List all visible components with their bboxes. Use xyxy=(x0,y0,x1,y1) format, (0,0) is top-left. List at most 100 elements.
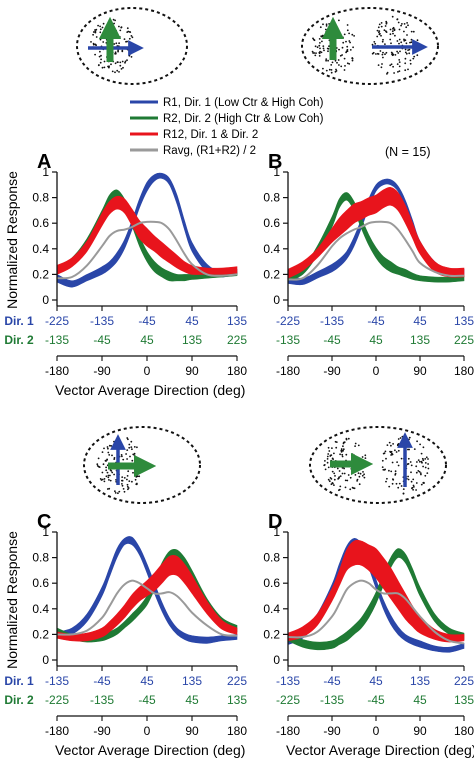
stimulus-dot xyxy=(319,47,321,50)
stimulus-dot xyxy=(345,437,348,440)
stimulus-dot xyxy=(389,38,392,41)
stimulus-dot xyxy=(391,461,394,464)
stimulus-dot xyxy=(112,446,115,449)
stimulus-dot xyxy=(336,467,339,470)
stimulus-dot xyxy=(97,64,100,67)
stimulus-dot xyxy=(391,15,394,18)
stimulus-dot xyxy=(136,446,138,449)
stimulus-dot xyxy=(420,483,423,486)
stimulus-dot xyxy=(389,450,391,453)
stimulus-dot xyxy=(123,38,126,40)
stimulus-dot xyxy=(399,50,401,53)
stimulus-dot xyxy=(314,54,317,57)
stimulus-dot xyxy=(397,438,400,440)
stimulus-dot xyxy=(364,457,367,459)
dir2-tick-label: 45 xyxy=(140,333,154,347)
y-tick-label: 0.2 xyxy=(263,627,280,641)
stimulus-dot xyxy=(328,450,331,452)
stimulus-dot xyxy=(410,38,413,41)
stimulus-dot xyxy=(343,57,346,60)
stimulus-dot xyxy=(113,473,115,476)
dir1-tick-label: 45 xyxy=(413,314,427,328)
dir2-tick-label: -135 xyxy=(90,693,114,707)
stimulus-dot xyxy=(117,437,120,440)
stimulus-dot xyxy=(416,54,419,57)
stimulus-dot xyxy=(133,452,136,455)
stimulus-dot xyxy=(407,457,410,460)
stimulus-dot xyxy=(422,465,424,468)
stimulus-dot xyxy=(332,458,334,460)
stimulus-dot xyxy=(128,37,131,40)
stimulus-dot xyxy=(419,472,422,474)
y-tick-label: 0.4 xyxy=(32,602,49,616)
stimulus-dot xyxy=(415,489,417,491)
stimulus-dot xyxy=(328,480,331,483)
stimulus-dot xyxy=(330,478,333,480)
x-tick-label: -90 xyxy=(93,724,111,738)
stimulus-dot xyxy=(135,475,138,478)
stimulus-dot xyxy=(405,26,408,29)
y-tick-label: 0.6 xyxy=(32,216,49,230)
stimulus-dot xyxy=(120,26,123,29)
stimulus-dot xyxy=(339,54,342,57)
stimulus-dot xyxy=(322,23,324,26)
stimulus-dot xyxy=(114,71,116,74)
stimulus-dot xyxy=(424,466,427,469)
stimulus-dot xyxy=(397,21,400,24)
stimulus-dot xyxy=(99,25,101,28)
dir2-tick-label: 45 xyxy=(185,693,199,707)
stimulus-dot xyxy=(348,63,351,65)
panel-letter: A xyxy=(37,151,51,173)
stimulus-dot xyxy=(326,458,329,460)
stimulus-dot xyxy=(400,457,403,460)
stimulus-dot xyxy=(359,472,362,475)
stimulus-dot xyxy=(119,29,122,32)
stimulus-dot xyxy=(127,488,129,491)
stimulus-dot xyxy=(141,469,144,472)
stimulus-dot xyxy=(128,31,131,33)
stimulus-dot xyxy=(104,459,107,462)
stimulus-dot xyxy=(105,475,108,478)
stimulus-dot xyxy=(108,454,111,456)
panel-letter: D xyxy=(268,511,282,533)
y-tick-label: 1 xyxy=(273,165,280,179)
stimulus-dot xyxy=(122,458,125,461)
stimulus-dot xyxy=(377,53,380,55)
stimulus-dot xyxy=(342,36,344,39)
stimulus-dot xyxy=(391,453,394,456)
stimulus-dot xyxy=(326,461,329,464)
stimulus-dot xyxy=(107,65,109,68)
stimulus-dot xyxy=(342,449,344,452)
stimulus-dot xyxy=(341,453,344,456)
stimulus-dot xyxy=(102,22,105,25)
dir2-tick-label: -135 xyxy=(320,693,344,707)
stimulus-dot xyxy=(373,41,376,43)
stimulus-dot xyxy=(386,73,388,75)
y-tick-label: 1 xyxy=(42,525,49,539)
stimulus-dot xyxy=(354,474,357,476)
dir2-tick-label: 135 xyxy=(227,693,247,707)
y-tick-label: 0.6 xyxy=(32,576,49,590)
stimulus-dot xyxy=(374,42,377,45)
stimulus-dot xyxy=(423,482,425,484)
stimulus-dot xyxy=(97,457,100,460)
stimulus-dot xyxy=(381,459,384,462)
stimulus-dot xyxy=(378,33,381,36)
stimulus-dot xyxy=(420,473,422,476)
stimulus-dot xyxy=(136,482,138,485)
stimulus-dot xyxy=(322,45,325,47)
stimulus-dot xyxy=(118,25,120,28)
panel-letter: B xyxy=(268,151,282,173)
stimulus-dot xyxy=(101,471,104,474)
stimulus-dot xyxy=(390,470,393,473)
y-tick-label: 1 xyxy=(273,525,280,539)
stimulus-dot xyxy=(356,478,359,481)
stimulus-dot xyxy=(389,64,392,67)
stimulus-dot xyxy=(398,482,401,485)
stimulus-dot xyxy=(111,454,113,457)
stimulus-dot xyxy=(134,478,137,481)
stimulus-dot xyxy=(129,53,132,55)
stimulus-dot xyxy=(352,469,355,472)
stimulus-dot xyxy=(128,443,131,446)
stimulus-dot xyxy=(102,36,105,39)
